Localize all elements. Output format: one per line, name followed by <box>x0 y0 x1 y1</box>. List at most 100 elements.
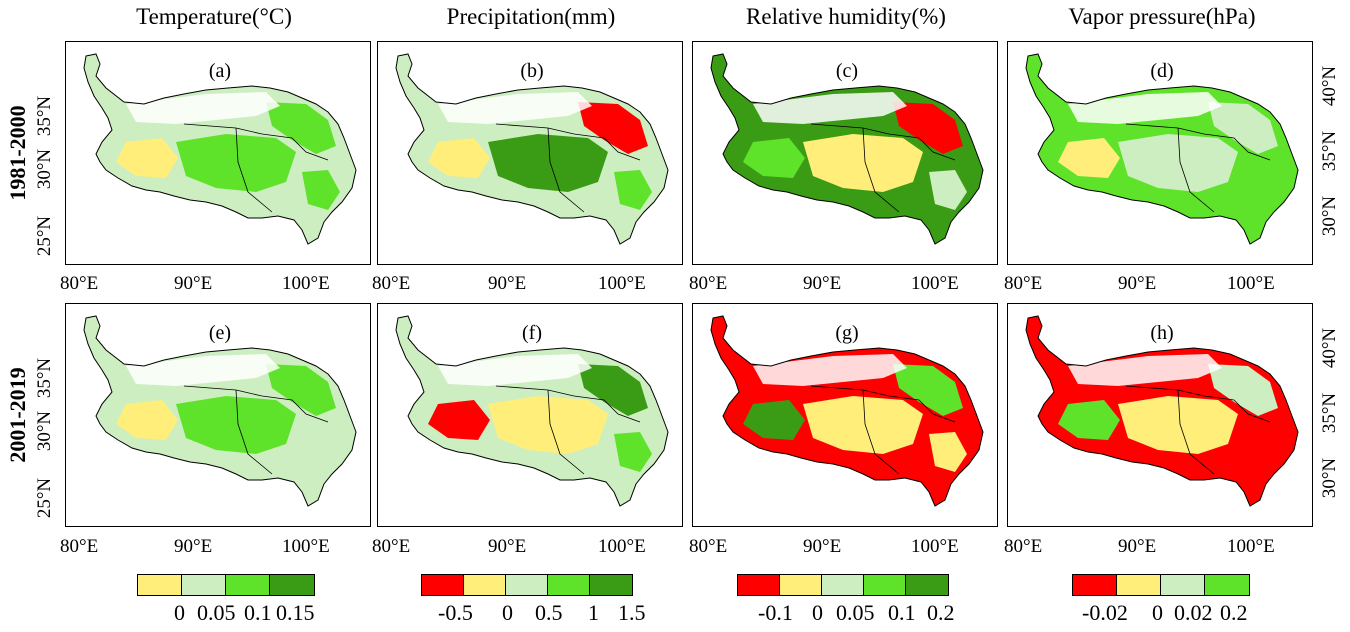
map-value-region <box>614 432 652 472</box>
y-tick-left: 25°N <box>34 215 55 257</box>
colorbar-tick: -0.5 <box>438 600 473 625</box>
x-tick: 80°E <box>689 536 728 557</box>
y-tick-left: 25°N <box>34 477 55 519</box>
province-boundary <box>183 123 329 213</box>
map-value-region <box>893 364 963 416</box>
x-tick: 90°E <box>1118 273 1157 294</box>
x-tick: 90°E <box>174 273 213 294</box>
panel-label: (h) <box>1150 322 1174 344</box>
colorbar-swatch <box>780 575 822 595</box>
colorbar-temperature <box>137 574 315 596</box>
map-panel-f: (f) <box>377 303 683 527</box>
plateau-map <box>710 53 984 245</box>
x-tick: 90°E <box>488 273 527 294</box>
colorbar-swatch <box>138 575 182 595</box>
map-panel-e: (e) <box>65 303 371 527</box>
x-tick: 90°E <box>803 273 842 294</box>
plateau-boundary <box>710 315 984 507</box>
map-nodata-region <box>1068 92 1222 124</box>
panel-label: (f) <box>522 322 542 344</box>
y-tick-left: 35°N <box>34 95 55 137</box>
x-tick: 80°E <box>372 273 411 294</box>
plateau-map <box>395 315 669 507</box>
panel-label: (a) <box>208 60 232 82</box>
colorbar-swatch <box>822 575 864 595</box>
column-title-precipitation: Precipitation(mm) <box>446 4 616 29</box>
y-tick-right: 40°N <box>1319 327 1340 369</box>
map-value-region <box>743 138 805 178</box>
colorbar-tick: 0.1 <box>888 600 916 625</box>
panel-label: (b) <box>520 60 544 82</box>
colorbar-tick: 0.02 <box>1174 600 1213 625</box>
plateau-boundary <box>1025 315 1299 507</box>
colorbar-swatch <box>270 575 314 595</box>
colorbar-tick: 0.1 <box>244 600 272 625</box>
province-boundary <box>810 385 956 475</box>
x-tick: 90°E <box>803 536 842 557</box>
map-value-region <box>743 400 805 440</box>
map-nodata-region <box>753 92 907 124</box>
x-tick: 80°E <box>60 273 99 294</box>
map-value-region <box>578 364 648 416</box>
panel-label: (g) <box>835 322 859 344</box>
map-value-region <box>176 396 296 454</box>
colorbar-swatch <box>906 575 948 595</box>
y-tick-right: 30°N <box>1319 195 1340 237</box>
x-tick: 80°E <box>372 536 411 557</box>
plateau-map <box>395 53 669 245</box>
map-value-region <box>1244 432 1282 472</box>
colorbar-swatch <box>1073 575 1117 595</box>
plateau-map <box>83 315 357 507</box>
map-panel-d: (d) <box>1007 41 1313 265</box>
map-nodata-region <box>753 354 907 386</box>
x-tick: 80°E <box>1004 536 1043 557</box>
colorbar-tick: 0.15 <box>276 600 315 625</box>
plateau-boundary <box>83 315 357 507</box>
map-value-region <box>116 138 178 178</box>
map-value-region <box>428 138 490 178</box>
plateau-map <box>1025 53 1299 245</box>
colorbar-swatch <box>738 575 780 595</box>
x-tick: 80°E <box>689 273 728 294</box>
x-tick: 100°E <box>911 273 959 294</box>
column-title-relative-humidity: Relative humidity(%) <box>746 4 946 29</box>
map-value-region <box>266 364 336 416</box>
x-tick: 90°E <box>1118 536 1157 557</box>
map-value-region <box>893 102 963 154</box>
colorbar-tick: 0.5 <box>535 600 563 625</box>
map-nodata-region <box>126 354 280 386</box>
x-tick: 90°E <box>488 536 527 557</box>
x-tick: 100°E <box>282 273 330 294</box>
map-value-region <box>1118 134 1238 192</box>
colorbar-swatch <box>864 575 906 595</box>
row-title-1981-2000: 1981-2000 <box>5 105 30 201</box>
province-boundary <box>1125 123 1271 213</box>
colorbar-swatch <box>548 575 590 595</box>
colorbar-tick: -0.02 <box>1082 600 1128 625</box>
x-tick: 100°E <box>1227 536 1275 557</box>
y-tick-left: 35°N <box>34 357 55 399</box>
panel-label: (e) <box>208 322 232 344</box>
map-value-region <box>803 396 923 454</box>
map-panel-b: (b) <box>377 41 683 265</box>
colorbar-swatch <box>1205 575 1249 595</box>
colorbar-swatch <box>1161 575 1205 595</box>
plateau-boundary <box>395 315 669 507</box>
y-tick-right: 30°N <box>1319 457 1340 499</box>
y-tick-right: 35°N <box>1319 392 1340 434</box>
colorbar-swatch <box>506 575 548 595</box>
map-value-region <box>302 170 340 210</box>
province-boundary <box>1125 385 1271 475</box>
map-value-region <box>302 432 340 472</box>
column-title-vapor-pressure: Vapor pressure(hPa) <box>1068 4 1256 29</box>
plateau-map <box>710 315 984 507</box>
plateau-boundary <box>1025 53 1299 245</box>
row-title-2001-2019: 2001-2019 <box>5 367 30 463</box>
x-tick: 100°E <box>598 273 646 294</box>
plateau-boundary <box>710 53 984 245</box>
y-tick-left: 30°N <box>34 148 55 190</box>
plateau-boundary <box>395 53 669 245</box>
colorbar-swatch <box>1117 575 1161 595</box>
map-panel-a: (a) <box>65 41 371 265</box>
map-nodata-region <box>126 92 280 124</box>
